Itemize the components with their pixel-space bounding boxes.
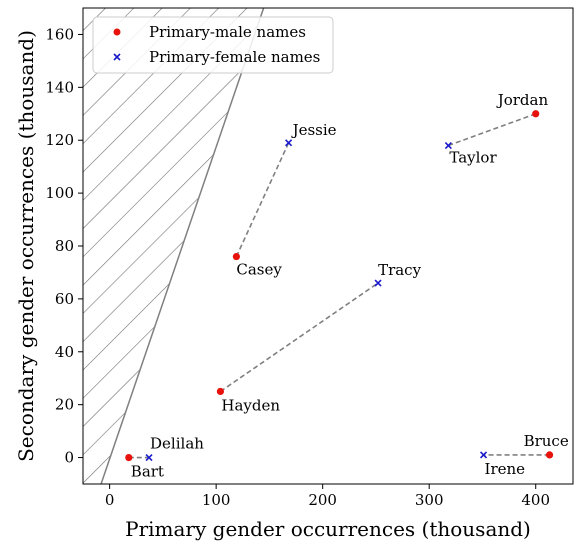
- point-jessie: [285, 139, 293, 147]
- point-bruce: [545, 451, 554, 459]
- point-bart: [125, 453, 133, 462]
- y-axis-ticks: 0 20 40 60 80 100 120 140 160: [45, 25, 83, 467]
- y-tick-label: 40: [55, 343, 74, 361]
- y-axis-label: Secondary gender occurrences (thousand): [14, 30, 38, 462]
- label-hayden: Hayden: [221, 396, 280, 414]
- x-tick-label: 400: [521, 491, 550, 509]
- label-bruce: Bruce: [524, 432, 569, 450]
- x-tick-label: 200: [308, 491, 337, 509]
- point-irene: [479, 451, 488, 459]
- point-labels: Jordan Casey Hayden Bart Bruce Taylor Jessie Tr…: [131, 91, 569, 481]
- legend-male-label: Primary-male names: [149, 23, 306, 41]
- pair-connector-jordan-taylor: [448, 113, 536, 147]
- point-casey: [232, 252, 240, 261]
- legend-female-label: Primary-female names: [149, 48, 320, 66]
- label-jessie: Jessie: [291, 121, 337, 139]
- point-taylor: [444, 141, 452, 150]
- point-hayden: [216, 387, 225, 396]
- point-jordan: [532, 110, 540, 118]
- label-delilah: Delilah: [150, 435, 204, 453]
- pair-connector-hayden-tracy: [219, 282, 379, 393]
- label-tracy: Tracy: [378, 261, 422, 279]
- y-tick-label: 20: [55, 396, 74, 414]
- label-irene: Irene: [485, 460, 526, 478]
- y-tick-label: 80: [55, 237, 74, 255]
- data-points: [125, 110, 554, 462]
- point-delilah: [145, 453, 153, 462]
- pair-connector-casey-jessie: [235, 142, 290, 257]
- label-jordan: Jordan: [496, 91, 549, 109]
- y-tick-label: 120: [45, 131, 74, 149]
- y-tick-label: 0: [64, 449, 74, 467]
- label-taylor: Taylor: [449, 149, 497, 167]
- y-tick-label: 100: [45, 184, 74, 202]
- legend-frame: [92, 16, 334, 74]
- label-bart: Bart: [131, 463, 164, 481]
- y-tick-label: 60: [55, 290, 74, 308]
- y-tick-label: 140: [45, 78, 74, 96]
- x-axis-label: Primary gender occurrences (thousand): [125, 517, 531, 541]
- label-casey: Casey: [236, 261, 282, 279]
- legend: Primary-male names Primary-female names: [92, 16, 334, 74]
- legend-female-marker: [113, 53, 121, 61]
- x-tick-label: 100: [202, 491, 231, 509]
- x-tick-label: 0: [105, 491, 115, 509]
- x-axis-ticks: 0 100 200 300 400: [105, 484, 550, 509]
- point-tracy: [374, 279, 382, 287]
- legend-male-marker: [113, 28, 121, 36]
- x-tick-label: 300: [415, 491, 444, 509]
- y-tick-label: 160: [45, 25, 74, 43]
